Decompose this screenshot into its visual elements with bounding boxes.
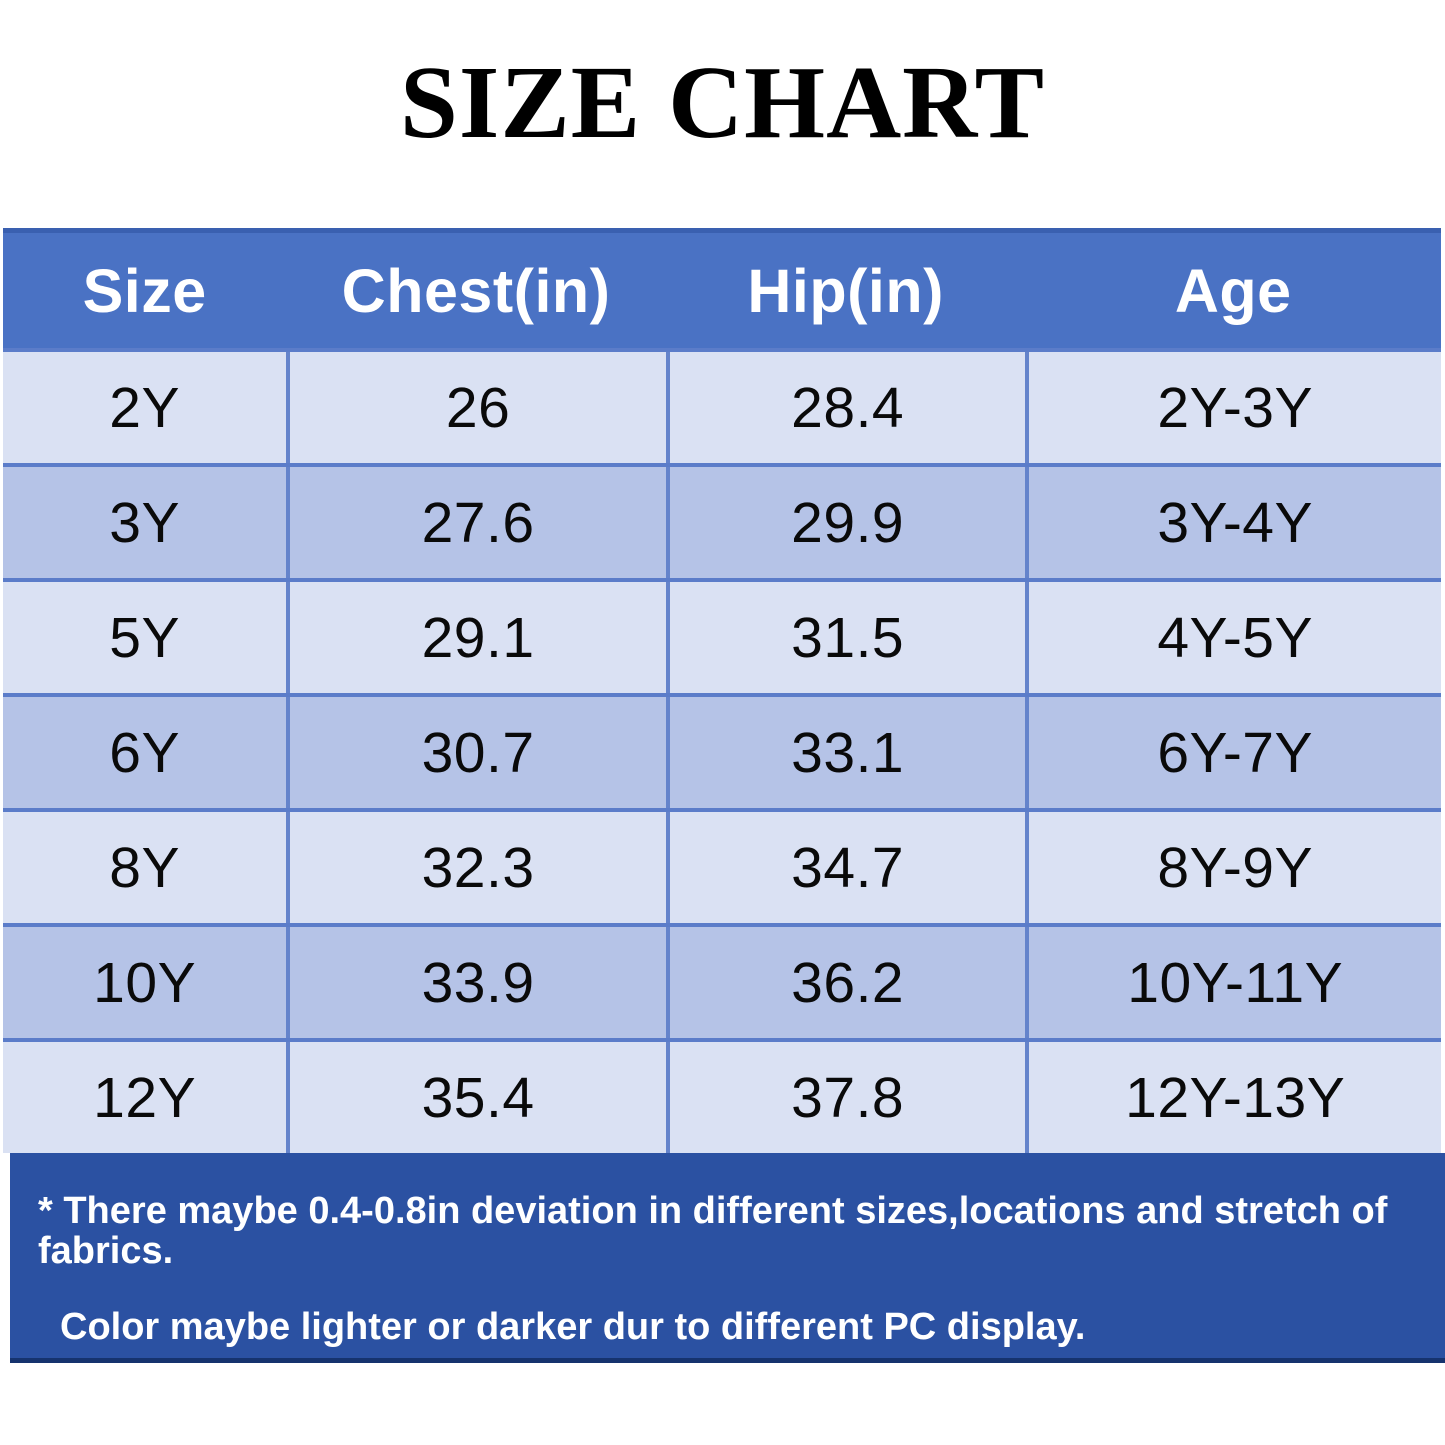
table-cell-size: 3Y bbox=[109, 490, 180, 555]
table-cell-hip: 31.5 bbox=[665, 582, 1026, 693]
table-cell-age: 4Y-5Y bbox=[1025, 582, 1441, 693]
table-header-row: Size Chest(in) Hip(in) Age bbox=[3, 233, 1441, 348]
table-cell-chest: 29.1 bbox=[286, 582, 666, 693]
table-row: 2Y 26 28.4 2Y-3Y bbox=[3, 348, 1441, 463]
table-cell-chest: 26 bbox=[286, 352, 666, 463]
table-cell-chest: 33.9 bbox=[286, 927, 666, 1038]
table-cell-chest: 30.7 bbox=[286, 697, 666, 808]
table-cell-size: 8Y bbox=[109, 835, 180, 900]
footnote-panel: * There maybe 0.4-0.8in deviation in dif… bbox=[10, 1153, 1445, 1363]
table-row: 3Y 27.6 29.9 3Y-4Y bbox=[3, 463, 1441, 578]
table-cell-hip: 36.2 bbox=[665, 927, 1026, 1038]
header-cell-age: Age bbox=[1174, 256, 1292, 325]
table-cell-age: 8Y-9Y bbox=[1025, 812, 1441, 923]
table-cell-size: 10Y bbox=[93, 950, 197, 1015]
table-cell-hip: 33.1 bbox=[665, 697, 1026, 808]
table-row: 10Y 33.9 36.2 10Y-11Y bbox=[3, 923, 1441, 1038]
table-cell-size: 5Y bbox=[109, 605, 180, 670]
table-cell-size: 2Y bbox=[109, 375, 180, 440]
footnote-deviation: * There maybe 0.4-0.8in deviation in dif… bbox=[38, 1190, 1388, 1272]
table-row: 6Y 30.7 33.1 6Y-7Y bbox=[3, 693, 1441, 808]
table-cell-hip: 34.7 bbox=[665, 812, 1026, 923]
table-row: 8Y 32.3 34.7 8Y-9Y bbox=[3, 808, 1441, 923]
header-cell-hip: Hip(in) bbox=[747, 256, 944, 325]
table-cell-age: 12Y-13Y bbox=[1025, 1042, 1441, 1153]
table-cell-hip: 28.4 bbox=[665, 352, 1026, 463]
header-cell-chest: Chest(in) bbox=[341, 256, 611, 325]
table-cell-age: 3Y-4Y bbox=[1025, 467, 1441, 578]
table-cell-chest: 35.4 bbox=[286, 1042, 666, 1153]
size-chart-table: Size Chest(in) Hip(in) Age 2Y 26 28.4 2Y… bbox=[3, 228, 1441, 1153]
table-cell-size: 12Y bbox=[93, 1065, 197, 1130]
table-cell-age: 6Y-7Y bbox=[1025, 697, 1441, 808]
table-cell-hip: 29.9 bbox=[665, 467, 1026, 578]
table-cell-size: 6Y bbox=[109, 720, 180, 785]
table-cell-chest: 27.6 bbox=[286, 467, 666, 578]
table-cell-hip: 37.8 bbox=[665, 1042, 1026, 1153]
table-cell-chest: 32.3 bbox=[286, 812, 666, 923]
table-cell-age: 10Y-11Y bbox=[1025, 927, 1441, 1038]
table-cell-age: 2Y-3Y bbox=[1025, 352, 1441, 463]
footnote-color: Color maybe lighter or darker dur to dif… bbox=[60, 1306, 1086, 1348]
header-cell-size: Size bbox=[82, 256, 207, 325]
table-row: 12Y 35.4 37.8 12Y-13Y bbox=[3, 1038, 1441, 1153]
page-title: SIZE CHART bbox=[400, 45, 1045, 160]
table-row: 5Y 29.1 31.5 4Y-5Y bbox=[3, 578, 1441, 693]
